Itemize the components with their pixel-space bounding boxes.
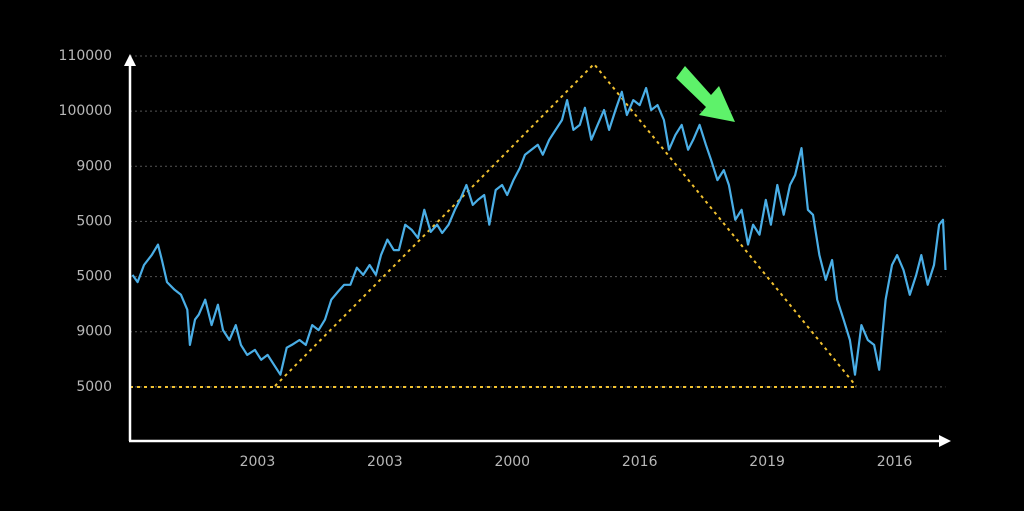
x-tick-label: 2003 <box>240 454 276 470</box>
x-tick-label: 2019 <box>749 454 785 470</box>
x-tick-label: 2003 <box>367 454 403 470</box>
x-tick-label: 2016 <box>622 454 658 470</box>
x-axis-arrow <box>939 435 951 447</box>
x-tick-label: 2016 <box>877 454 913 470</box>
plot <box>131 86 947 376</box>
x-tick-label: 2000 <box>494 454 530 470</box>
y-tick-label: 5000 <box>76 379 112 395</box>
price-line <box>131 86 947 376</box>
y-axis-arrow <box>124 54 136 66</box>
y-tick-label: 9000 <box>76 158 112 174</box>
y-tick-label: 5000 <box>76 213 112 229</box>
triangle-pattern <box>274 62 857 387</box>
y-tick-label: 110000 <box>59 48 112 64</box>
y-tick-label: 5000 <box>76 269 112 285</box>
trend-arrow <box>676 66 735 122</box>
y-tick-label: 100000 <box>59 103 112 119</box>
y-tick-label: 9000 <box>76 324 112 340</box>
